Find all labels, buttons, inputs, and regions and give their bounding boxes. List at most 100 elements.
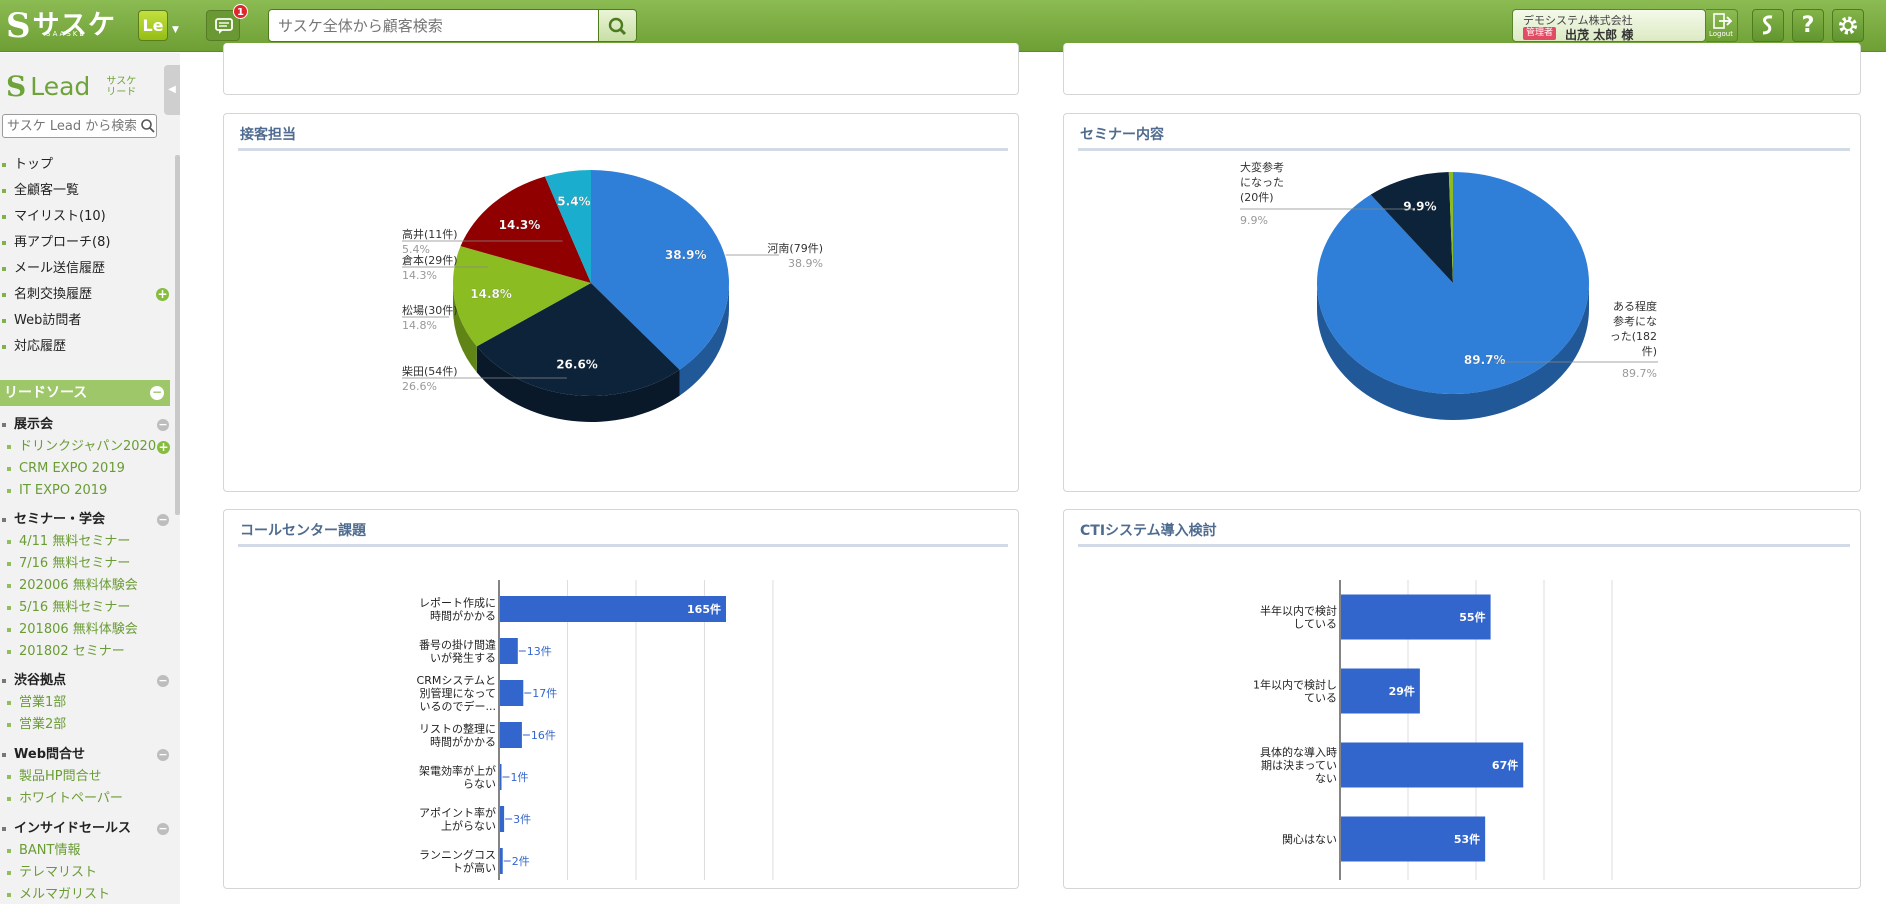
source-item[interactable]: CRM EXPO 2019 — [0, 458, 175, 480]
pie-slice — [591, 170, 729, 370]
sasuke-home-button[interactable] — [1752, 9, 1784, 42]
pie-category-label: 松場(30件) — [402, 303, 458, 317]
pie-percent-note: 14.8% — [402, 319, 437, 332]
bar-value-label: 17件 — [532, 687, 557, 700]
bar-category-label: 具体的な導入時 — [1260, 745, 1337, 759]
company-name: デモシステム株式会社 — [1523, 14, 1633, 27]
search-button[interactable] — [599, 9, 637, 42]
bar — [500, 722, 522, 748]
pie-percent-label: 38.9% — [665, 248, 707, 262]
panel-title: CTIシステム導入検討 — [1080, 523, 1217, 539]
search-icon — [608, 17, 627, 36]
group-title: 渋谷拠点 — [14, 673, 67, 688]
source-item[interactable]: 201806 無料体験会 — [0, 619, 175, 641]
source-item[interactable]: ホワイトペーパー — [0, 788, 175, 810]
add-icon[interactable]: + — [157, 440, 170, 454]
bar-category-label: 上がらない — [441, 819, 496, 833]
source-item[interactable]: 製品HP問合せ — [0, 766, 175, 788]
panel-title: セミナー内容 — [1080, 127, 1164, 143]
collapse-icon[interactable]: − — [157, 418, 169, 431]
sidebar-scrollbar[interactable] — [175, 155, 180, 515]
pie-slice — [1370, 172, 1453, 283]
source-item[interactable]: 201802 セミナー — [0, 641, 175, 663]
group-exhibition[interactable]: 展示会 − — [0, 414, 175, 436]
bar-value-label: 2件 — [512, 855, 530, 868]
bar-value-label: 165件 — [687, 602, 721, 616]
sidebar-item-reapproach[interactable]: 再アプローチ(8) — [0, 232, 175, 254]
message-count-badge: 1 — [233, 4, 248, 19]
bar-category-label: ない — [1315, 772, 1337, 785]
source-item[interactable]: 202006 無料体験会 — [0, 575, 175, 597]
chat-icon — [215, 18, 233, 34]
customer-search-input[interactable] — [268, 9, 599, 42]
group-shibuya[interactable]: 渋谷拠点 − — [0, 670, 175, 692]
pie-category-label: ある程度 — [1613, 299, 1657, 313]
collapse-icon[interactable]: − — [157, 748, 169, 761]
group-seminar[interactable]: セミナー・学会 − — [0, 509, 175, 531]
lead-search — [2, 114, 157, 138]
sidebar-item-card-exchange[interactable]: 名刺交換履歴 — [0, 284, 175, 306]
bar-category-label: 番号の掛け間違 — [419, 638, 496, 652]
sidebar-item-top[interactable]: トップ — [0, 154, 175, 176]
group-title: Web問合せ — [14, 747, 85, 762]
source-item[interactable]: メルマガリスト — [0, 884, 175, 904]
bar — [1341, 742, 1524, 788]
source-item[interactable]: ドリンクジャパン2020 — [0, 436, 175, 458]
bar-category-label: 半年以内で検討 — [1260, 604, 1337, 618]
pie-slice — [476, 283, 680, 396]
bar-category-label: らない — [463, 778, 496, 791]
pie-category-label: 倉本(29件) — [402, 253, 458, 267]
source-item[interactable]: 5/16 無料セミナー — [0, 597, 175, 619]
bar-value-label: 13件 — [527, 645, 552, 658]
pie-percent-note: 5.4% — [402, 243, 430, 256]
logo-text: サスケ — [32, 10, 117, 41]
group-title: 展示会 — [14, 417, 54, 432]
sasuke-logo[interactable]: S サスケ — [6, 8, 116, 44]
sidebar-collapse-button[interactable]: ◀ — [164, 65, 180, 115]
chart-panel-above-right — [1063, 43, 1861, 95]
settings-button[interactable] — [1832, 9, 1864, 42]
sidebar-item-web-visitors[interactable]: Web訪問者 — [0, 310, 175, 332]
chevron-down-icon[interactable]: ▼ — [172, 25, 179, 35]
search-icon[interactable] — [140, 118, 156, 134]
lead-logo[interactable]: S Lead サスケ リード — [6, 73, 138, 101]
add-icon[interactable]: + — [156, 287, 169, 301]
bar-category-label: リストの整理に — [419, 722, 496, 736]
collapse-icon[interactable]: − — [150, 385, 164, 400]
collapse-icon[interactable]: − — [157, 513, 169, 526]
bar — [500, 764, 502, 790]
bar-value-label: 55件 — [1459, 610, 1485, 624]
chart-panel-seminar: セミナー内容 89.7% 9.9% ある程度 参考にな った(182 件) 89.7% 大変参… — [1063, 113, 1861, 492]
logout-icon — [1713, 13, 1733, 29]
sidebar-item-response-history[interactable]: 対応履歴 — [0, 336, 175, 358]
bar — [500, 806, 505, 832]
pie-slice-side — [453, 283, 477, 373]
pie-slice-side — [476, 346, 680, 422]
source-item[interactable]: 4/11 無料セミナー — [0, 531, 175, 553]
sidebar-item-all-customers[interactable]: 全顧客一覧 — [0, 180, 175, 202]
gear-icon — [1839, 16, 1857, 35]
help-button[interactable]: ? — [1792, 9, 1824, 42]
lead-source-section[interactable]: リードソース − — [0, 380, 170, 406]
collapse-icon[interactable]: − — [157, 674, 169, 687]
logout-button[interactable]: Logout — [1706, 9, 1738, 42]
lead-search-input[interactable] — [3, 115, 140, 137]
user-info[interactable]: デモシステム株式会社 管理者 出茂 太郎 様 — [1512, 9, 1706, 42]
group-web-inquiry[interactable]: Web問合せ − — [0, 744, 175, 766]
sidebar-item-mail-history[interactable]: メール送信履歴 — [0, 258, 175, 280]
pie-category-label: 柴田(54件) — [402, 364, 458, 378]
source-item[interactable]: BANT情報 — [0, 840, 175, 862]
app-switcher-button[interactable]: Le — [138, 10, 168, 41]
source-item[interactable]: IT EXPO 2019 — [0, 480, 175, 502]
bar-category-label: している — [1293, 618, 1337, 631]
pie-category-label: 河南(79件) — [767, 242, 823, 255]
logo-mark: S — [6, 6, 31, 46]
group-inside-sales[interactable]: インサイドセールス − — [0, 818, 175, 840]
source-item[interactable]: 営業1部 — [0, 692, 175, 714]
collapse-icon[interactable]: − — [157, 822, 169, 835]
sidebar-item-my-list[interactable]: マイリスト(10) — [0, 206, 175, 228]
bar-category-label: 時間がかかる — [430, 735, 496, 749]
source-item[interactable]: テレマリスト — [0, 862, 175, 884]
source-item[interactable]: 営業2部 — [0, 714, 175, 736]
source-item[interactable]: 7/16 無料セミナー — [0, 553, 175, 575]
